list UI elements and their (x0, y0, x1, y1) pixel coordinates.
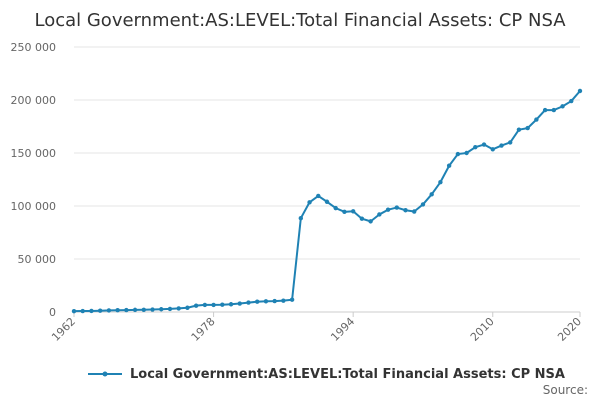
data-point[interactable] (141, 307, 146, 312)
data-point[interactable] (115, 307, 120, 313)
data-point[interactable] (316, 193, 321, 199)
data-point[interactable] (499, 143, 504, 148)
chart-title: Local Government:AS:LEVEL:Total Financia… (34, 10, 566, 31)
x-axis-ticks: 1962 1978 1994 2010 2020 (49, 312, 584, 344)
data-point[interactable] (429, 192, 434, 197)
data-point[interactable] (534, 117, 539, 122)
data-point[interactable] (124, 307, 129, 313)
x-tick-label: 1978 (189, 315, 218, 344)
data-point[interactable] (228, 302, 234, 307)
legend-label: Local Government:AS:LEVEL:Total Financia… (130, 367, 565, 382)
data-point[interactable] (289, 297, 295, 302)
y-tick-label: 50 000 (18, 253, 57, 266)
data-point[interactable] (281, 298, 286, 303)
data-point[interactable] (342, 209, 347, 215)
data-point[interactable] (324, 199, 330, 204)
data-point[interactable] (97, 308, 103, 313)
x-tick-label: 2010 (468, 315, 497, 344)
data-point[interactable] (508, 140, 513, 145)
data-point[interactable] (446, 163, 452, 168)
y-tick-label: 200 000 (11, 94, 57, 107)
data-point[interactable] (455, 151, 461, 157)
x-tick-label: 2020 (555, 315, 584, 344)
data-point[interactable] (394, 205, 399, 210)
data-point[interactable] (542, 107, 548, 113)
y-tick-label: 100 000 (11, 200, 57, 213)
data-point[interactable] (420, 202, 426, 207)
data-point[interactable] (464, 150, 469, 156)
data-point[interactable] (333, 205, 338, 211)
data-point[interactable] (577, 88, 583, 94)
gridlines (74, 46, 580, 313)
data-point[interactable] (71, 308, 77, 314)
data-point[interactable] (167, 306, 173, 312)
data-point[interactable] (80, 308, 85, 314)
data-point[interactable] (481, 142, 487, 147)
series-layer (71, 88, 583, 314)
data-point[interactable] (551, 107, 557, 113)
data-point[interactable] (237, 301, 242, 306)
x-tick-label: 1994 (328, 315, 357, 344)
data-point[interactable] (385, 207, 391, 212)
data-point[interactable] (368, 219, 373, 224)
legend[interactable]: Local Government:AS:LEVEL:Total Financia… (88, 367, 565, 382)
data-point[interactable] (525, 125, 530, 131)
data-point[interactable] (89, 308, 94, 314)
data-point[interactable] (473, 144, 478, 150)
data-point[interactable] (159, 307, 164, 312)
legend-point-marker (102, 371, 108, 377)
data-point[interactable] (560, 104, 565, 109)
data-point[interactable] (246, 300, 251, 305)
data-point[interactable] (272, 298, 277, 304)
data-point[interactable] (307, 200, 312, 205)
y-tick-label: 150 000 (11, 147, 57, 160)
source-label: Source: (543, 383, 588, 397)
data-point[interactable] (403, 208, 408, 213)
data-point[interactable] (490, 147, 495, 152)
data-point[interactable] (211, 302, 216, 308)
y-tick-label: 250 000 (11, 41, 57, 54)
x-tick-label: 1962 (49, 315, 78, 344)
data-point[interactable] (132, 307, 138, 313)
data-point[interactable] (202, 302, 208, 308)
data-point[interactable] (263, 299, 269, 304)
data-point[interactable] (185, 305, 190, 310)
data-point[interactable] (350, 209, 356, 214)
data-point[interactable] (298, 215, 304, 221)
data-point[interactable] (516, 127, 522, 132)
data-point[interactable] (377, 212, 382, 217)
data-point[interactable] (412, 209, 417, 214)
y-axis-ticks: 0 50 000 100 000 150 000 200 000 250 000 (11, 41, 57, 319)
data-point[interactable] (220, 302, 225, 307)
data-point[interactable] (359, 216, 365, 221)
data-point[interactable] (569, 98, 574, 104)
data-point[interactable] (438, 179, 443, 185)
y-tick-label: 0 (49, 306, 56, 319)
data-point[interactable] (150, 307, 155, 312)
data-point[interactable] (176, 306, 181, 311)
data-point[interactable] (255, 299, 260, 304)
data-point[interactable] (193, 303, 199, 308)
data-point[interactable] (106, 308, 112, 313)
